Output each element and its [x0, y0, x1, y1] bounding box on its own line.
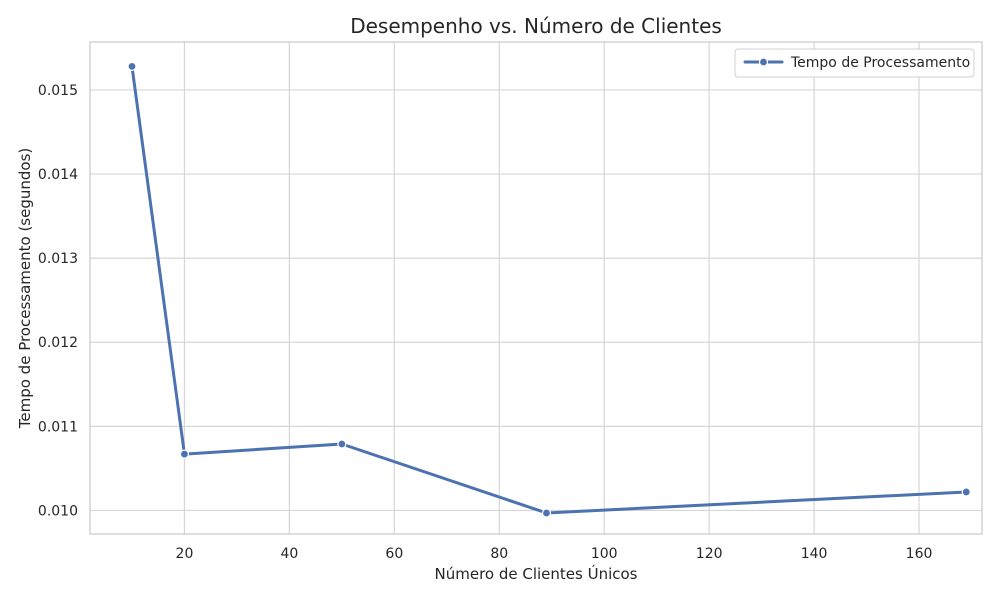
legend-marker-sample [758, 57, 769, 67]
legend-label: Tempo de Processamento [790, 55, 970, 71]
x-tick-label: 80 [490, 546, 508, 562]
y-axis-label: Tempo de Processamento (segundos) [16, 148, 34, 430]
x-tick-label: 140 [801, 546, 828, 562]
text-layer: Desempenho vs. Número de Clientes Número… [16, 14, 722, 583]
x-tick-label: 40 [280, 546, 298, 562]
series-point [541, 508, 552, 518]
y-tick-label: 0.015 [38, 83, 78, 99]
y-tick-label: 0.014 [38, 167, 78, 183]
series-layer [127, 61, 971, 518]
series-point [179, 449, 190, 459]
series-point [337, 439, 347, 449]
chart-title: Desempenho vs. Número de Clientes [350, 14, 722, 38]
x-tick-label: 160 [906, 546, 933, 562]
legend: Tempo de Processamento [734, 48, 975, 78]
x-tick-label: 120 [696, 546, 723, 562]
y-tick-label: 0.010 [38, 503, 78, 519]
series-point [127, 61, 137, 71]
x-tick-label: 100 [591, 546, 618, 562]
legend-box [734, 48, 975, 78]
series-point [961, 487, 971, 497]
plot-frame [89, 41, 983, 535]
axes-layer: 20 40 60 80 100 120 140 160 0.010 0.011 0.012 0.013… [38, 41, 983, 562]
y-tick-label: 0.012 [38, 335, 78, 351]
x-axis-label: Número de Clientes Únicos [435, 564, 638, 583]
grid-layer [90, 42, 982, 534]
x-tick-label: 20 [176, 546, 194, 562]
x-tick-label: 60 [385, 546, 403, 562]
y-tick-label: 0.013 [38, 251, 78, 267]
plot-area [90, 42, 982, 534]
y-tick-label: 0.011 [38, 419, 78, 435]
